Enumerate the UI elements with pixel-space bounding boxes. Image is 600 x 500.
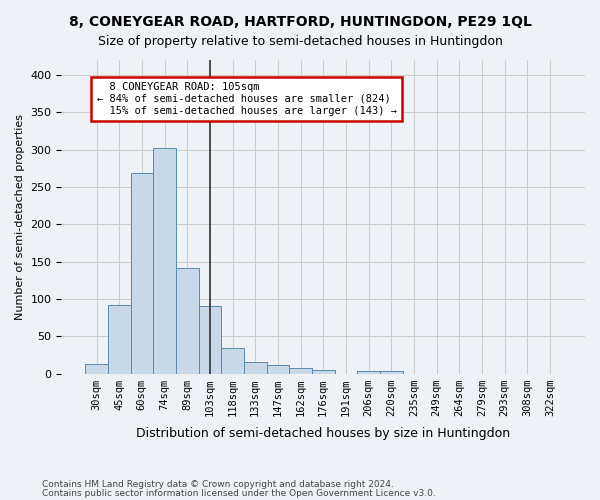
Text: Contains HM Land Registry data © Crown copyright and database right 2024.: Contains HM Land Registry data © Crown c… [42,480,394,489]
Bar [221,348,244,374]
Bar [289,368,312,374]
Bar [131,174,153,374]
Bar [108,305,131,374]
X-axis label: Distribution of semi-detached houses by size in Huntingdon: Distribution of semi-detached houses by … [136,427,510,440]
Bar [199,306,221,374]
Bar [357,372,380,374]
Bar [85,364,108,374]
Text: Size of property relative to semi-detached houses in Huntingdon: Size of property relative to semi-detach… [98,35,502,48]
Text: 8 CONEYGEAR ROAD: 105sqm
← 84% of semi-detached houses are smaller (824)
  15% o: 8 CONEYGEAR ROAD: 105sqm ← 84% of semi-d… [97,82,397,116]
Bar [312,370,335,374]
Bar [244,362,266,374]
Bar [153,148,176,374]
Bar [176,268,199,374]
Text: 8, CONEYGEAR ROAD, HARTFORD, HUNTINGDON, PE29 1QL: 8, CONEYGEAR ROAD, HARTFORD, HUNTINGDON,… [68,15,532,29]
Text: Contains public sector information licensed under the Open Government Licence v3: Contains public sector information licen… [42,490,436,498]
Bar [266,366,289,374]
Bar [380,370,403,374]
Y-axis label: Number of semi-detached properties: Number of semi-detached properties [15,114,25,320]
